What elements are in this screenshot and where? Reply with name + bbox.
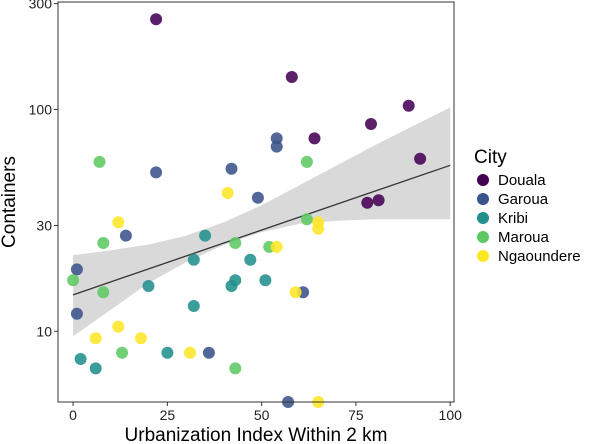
x-tick-label: 25 — [160, 407, 176, 423]
y-tick-label: 100 — [29, 101, 53, 117]
y-tick-label: 10 — [36, 323, 52, 339]
plot-frame — [57, 1, 455, 403]
point-kribi — [259, 274, 272, 287]
point-ngaoundere — [312, 222, 325, 235]
point-garoua — [270, 132, 283, 145]
legend-label-douala: Douala — [498, 172, 546, 189]
legend-key-maroua — [477, 231, 489, 243]
point-ngaoundere — [112, 216, 125, 229]
point-maroua — [97, 286, 110, 299]
point-douala — [372, 194, 385, 207]
x-tick-label: 75 — [348, 407, 364, 423]
point-garoua — [150, 166, 163, 179]
point-douala — [414, 152, 427, 165]
x-tick-label: 50 — [254, 407, 270, 423]
point-douala — [308, 132, 321, 145]
point-douala — [150, 13, 163, 26]
point-kribi — [187, 253, 200, 266]
point-garoua — [119, 229, 132, 242]
legend-key-ngaoundere — [477, 250, 489, 262]
point-kribi — [199, 229, 212, 242]
point-garoua — [70, 263, 83, 276]
point-kribi — [229, 274, 242, 287]
point-maroua — [229, 362, 242, 375]
y-axis: 10 30 100 300 — [29, 0, 58, 339]
point-kribi — [244, 253, 257, 266]
legend-title: City — [474, 147, 507, 168]
legend-label-kribi: Kribi — [498, 210, 528, 227]
point-kribi — [142, 280, 155, 292]
x-tick-label: 0 — [69, 407, 77, 423]
trend-line — [72, 164, 451, 296]
legend: City Douala Garoua Kribi Maroua Ngaoundere — [474, 147, 581, 265]
point-maroua — [229, 237, 242, 249]
legend-label-ngaoundere: Ngaoundere — [498, 248, 581, 265]
legend-key-douala — [477, 174, 489, 186]
confidence-band — [73, 107, 451, 337]
point-maroua — [93, 155, 106, 168]
legend-key-kribi — [477, 212, 489, 224]
y-tick-label: 30 — [36, 217, 52, 233]
point-ngaoundere — [270, 240, 283, 253]
point-kribi — [187, 300, 200, 312]
point-douala — [402, 99, 415, 112]
legend-key-garoua — [477, 193, 489, 205]
point-douala — [365, 118, 377, 130]
point-ngaoundere — [135, 332, 147, 345]
point-ngaoundere — [89, 332, 102, 345]
point-ngaoundere — [112, 320, 125, 333]
x-tick-label: 100 — [439, 407, 463, 423]
point-maroua — [300, 155, 313, 168]
point-kribi — [161, 346, 174, 359]
point-kribi — [89, 362, 102, 375]
point-ngaoundere — [184, 346, 196, 359]
point-maroua — [116, 346, 129, 359]
point-maroua — [300, 213, 313, 226]
data-points — [67, 13, 427, 408]
y-tick-label: 300 — [29, 0, 53, 12]
x-axis-title: Urbanization Index Within 2 km — [125, 425, 388, 444]
legend-label-garoua: Garoua — [498, 191, 549, 208]
point-garoua — [70, 307, 83, 320]
point-douala — [285, 71, 298, 83]
point-ngaoundere — [289, 286, 302, 299]
x-axis: 0 25 50 75 100 — [69, 402, 462, 423]
y-axis-title: Containers — [0, 156, 20, 248]
point-ngaoundere — [221, 187, 234, 199]
point-maroua — [67, 274, 80, 287]
point-kribi — [74, 353, 87, 365]
legend-label-maroua: Maroua — [498, 229, 550, 246]
point-douala — [361, 196, 374, 209]
point-garoua — [270, 140, 283, 153]
point-garoua — [225, 162, 238, 175]
point-garoua — [251, 191, 264, 204]
point-garoua — [202, 346, 215, 359]
point-maroua — [97, 237, 110, 249]
